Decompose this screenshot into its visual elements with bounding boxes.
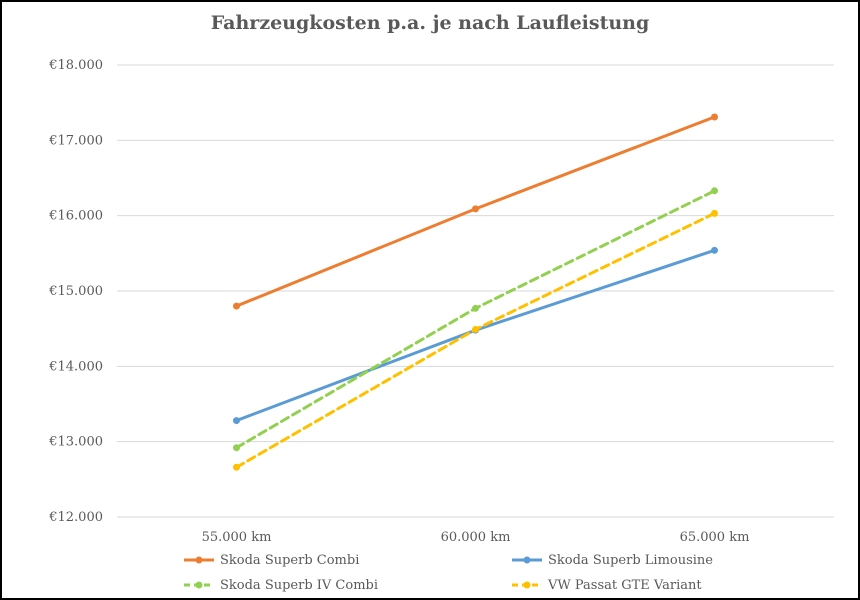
gridlines	[117, 64, 834, 518]
data-point	[711, 209, 718, 217]
legend-label: Skoda Superb Limousine	[548, 553, 713, 568]
series-3	[233, 187, 718, 452]
x-axis-tick-labels: 55.000 km 60.000 km 65.000 km	[202, 530, 750, 545]
legend-item: Skoda Superb Combi	[184, 553, 359, 568]
legend-marker	[195, 581, 203, 589]
x-tick-label: 65.000 km	[680, 530, 750, 545]
series-4	[233, 209, 718, 471]
legend-item: Skoda Superb IV Combi	[184, 578, 378, 593]
y-tick-label: €18.000	[48, 58, 103, 73]
data-point	[233, 302, 240, 310]
legend-label: VW Passat GTE Variant	[547, 578, 702, 593]
data-point	[711, 246, 718, 254]
data-point	[233, 463, 240, 471]
legend-item: Skoda Superb Limousine	[512, 553, 713, 568]
data-point	[472, 325, 479, 333]
data-point	[711, 187, 718, 195]
data-point	[711, 113, 718, 121]
data-point	[233, 444, 240, 452]
legend-item: VW Passat GTE Variant	[512, 578, 702, 593]
data-point	[233, 417, 240, 425]
chart-title: Fahrzeugkosten p.a. je nach Laufleistung	[210, 12, 650, 34]
series-1	[233, 113, 718, 310]
y-tick-label: €17.000	[48, 133, 103, 148]
legend: Skoda Superb Combi Skoda Superb Limousine…	[184, 553, 713, 593]
legend-marker	[523, 581, 531, 589]
data-point	[472, 205, 479, 213]
series-lines	[233, 113, 718, 471]
x-tick-label: 55.000 km	[202, 530, 272, 545]
y-tick-label: €14.000	[48, 359, 103, 374]
x-tick-label: 60.000 km	[441, 530, 511, 545]
y-tick-label: €16.000	[48, 209, 103, 224]
y-tick-label: €15.000	[48, 284, 103, 299]
series-line	[235, 211, 716, 469]
y-axis-tick-labels: €12.000 €13.000 €14.000 €15.000 €16.000 €17.0…	[48, 58, 103, 525]
legend-label: Skoda Superb IV Combi	[220, 578, 378, 593]
legend-label: Skoda Superb Combi	[220, 553, 359, 568]
series-2	[233, 246, 718, 425]
legend-marker	[523, 556, 531, 564]
data-point	[472, 304, 479, 312]
legend-marker	[195, 556, 203, 564]
y-tick-label: €12.000	[48, 510, 103, 525]
y-tick-label: €13.000	[48, 435, 103, 450]
series-line	[235, 189, 716, 450]
